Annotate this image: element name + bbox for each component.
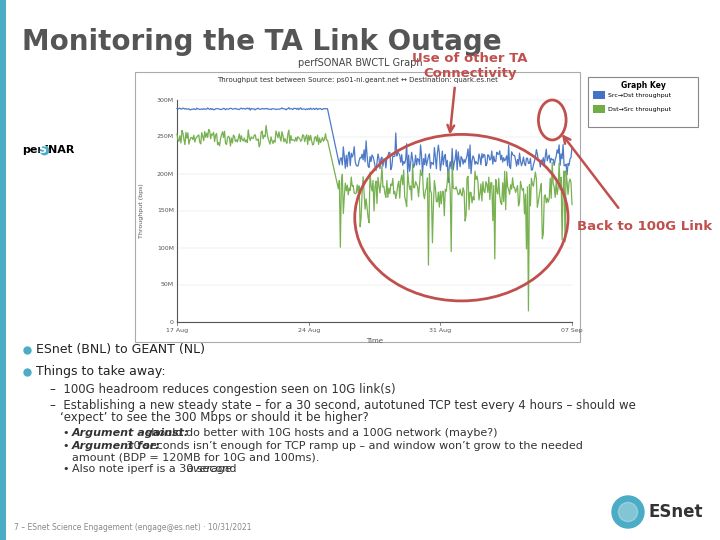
Text: Time: Time xyxy=(366,338,383,344)
Text: Argument for:: Argument for: xyxy=(72,441,161,451)
Text: Graph Key: Graph Key xyxy=(621,81,665,90)
Text: Src→Dst throughput: Src→Dst throughput xyxy=(608,92,671,98)
Text: 0: 0 xyxy=(170,320,174,325)
Text: Throughput (bps): Throughput (bps) xyxy=(140,184,145,238)
Text: Argument against:: Argument against: xyxy=(72,428,189,438)
Text: 31 Aug: 31 Aug xyxy=(429,328,451,333)
Text: –  100G headroom reduces congestion seen on 10G link(s): – 100G headroom reduces congestion seen … xyxy=(50,383,395,396)
Text: should do better with 10G hosts and a 100G network (maybe?): should do better with 10G hosts and a 10… xyxy=(142,428,498,438)
Text: –  Establishing a new steady state – for a 30 second, autotuned TCP test every 4: – Establishing a new steady state – for … xyxy=(50,400,636,413)
Bar xyxy=(588,77,698,127)
Text: Use of other TA
Connectivity: Use of other TA Connectivity xyxy=(413,52,528,80)
Text: ESnet (BNL) to GEANT (NL): ESnet (BNL) to GEANT (NL) xyxy=(36,343,205,356)
Text: perf: perf xyxy=(22,145,48,155)
Text: •: • xyxy=(62,428,68,438)
Text: 150M: 150M xyxy=(157,208,174,213)
Text: S: S xyxy=(38,145,46,155)
Text: 300M: 300M xyxy=(157,98,174,103)
Text: NAR: NAR xyxy=(48,145,74,155)
Text: Dst→Src throughput: Dst→Src throughput xyxy=(608,106,671,111)
Text: 200M: 200M xyxy=(157,172,174,177)
Text: average: average xyxy=(187,464,233,474)
Text: Things to take away:: Things to take away: xyxy=(36,366,166,379)
Text: 7 – ESnet Science Engagement (engage@es.net) · 10/31/2021: 7 – ESnet Science Engagement (engage@es.… xyxy=(14,523,251,532)
Bar xyxy=(0,0,6,540)
Text: amount (BDP = 120MB for 10G and 100ms).: amount (BDP = 120MB for 10G and 100ms). xyxy=(72,452,320,462)
Text: Throughput test between Source: ps01-nl.geant.net ↔ Destination: quark.es.net: Throughput test between Source: ps01-nl.… xyxy=(217,77,498,83)
Circle shape xyxy=(618,502,638,522)
Text: 250M: 250M xyxy=(157,134,174,139)
Text: ‘expect’ to see the 300 Mbps or should it be higher?: ‘expect’ to see the 300 Mbps or should i… xyxy=(60,411,369,424)
Text: •: • xyxy=(62,464,68,474)
Text: 17 Aug: 17 Aug xyxy=(166,328,188,333)
Circle shape xyxy=(612,496,644,528)
Bar xyxy=(593,105,605,113)
Text: •: • xyxy=(62,441,68,451)
Text: ESnet: ESnet xyxy=(648,503,703,521)
Text: Also note iperf is a 30 second: Also note iperf is a 30 second xyxy=(72,464,240,474)
Text: 50M: 50M xyxy=(161,282,174,287)
Text: 24 Aug: 24 Aug xyxy=(297,328,320,333)
Text: 30 seconds isn’t enough for TCP ramp up – and window won’t grow to the needed: 30 seconds isn’t enough for TCP ramp up … xyxy=(123,441,583,451)
Bar xyxy=(593,91,605,99)
Text: 100M: 100M xyxy=(157,246,174,251)
Text: perfSONAR BWCTL Graph: perfSONAR BWCTL Graph xyxy=(297,58,423,68)
Text: Monitoring the TA Link Outage: Monitoring the TA Link Outage xyxy=(22,28,502,56)
Text: 07 Sep: 07 Sep xyxy=(561,328,582,333)
Text: Back to 100G Link: Back to 100G Link xyxy=(577,220,713,233)
Bar xyxy=(135,72,580,342)
